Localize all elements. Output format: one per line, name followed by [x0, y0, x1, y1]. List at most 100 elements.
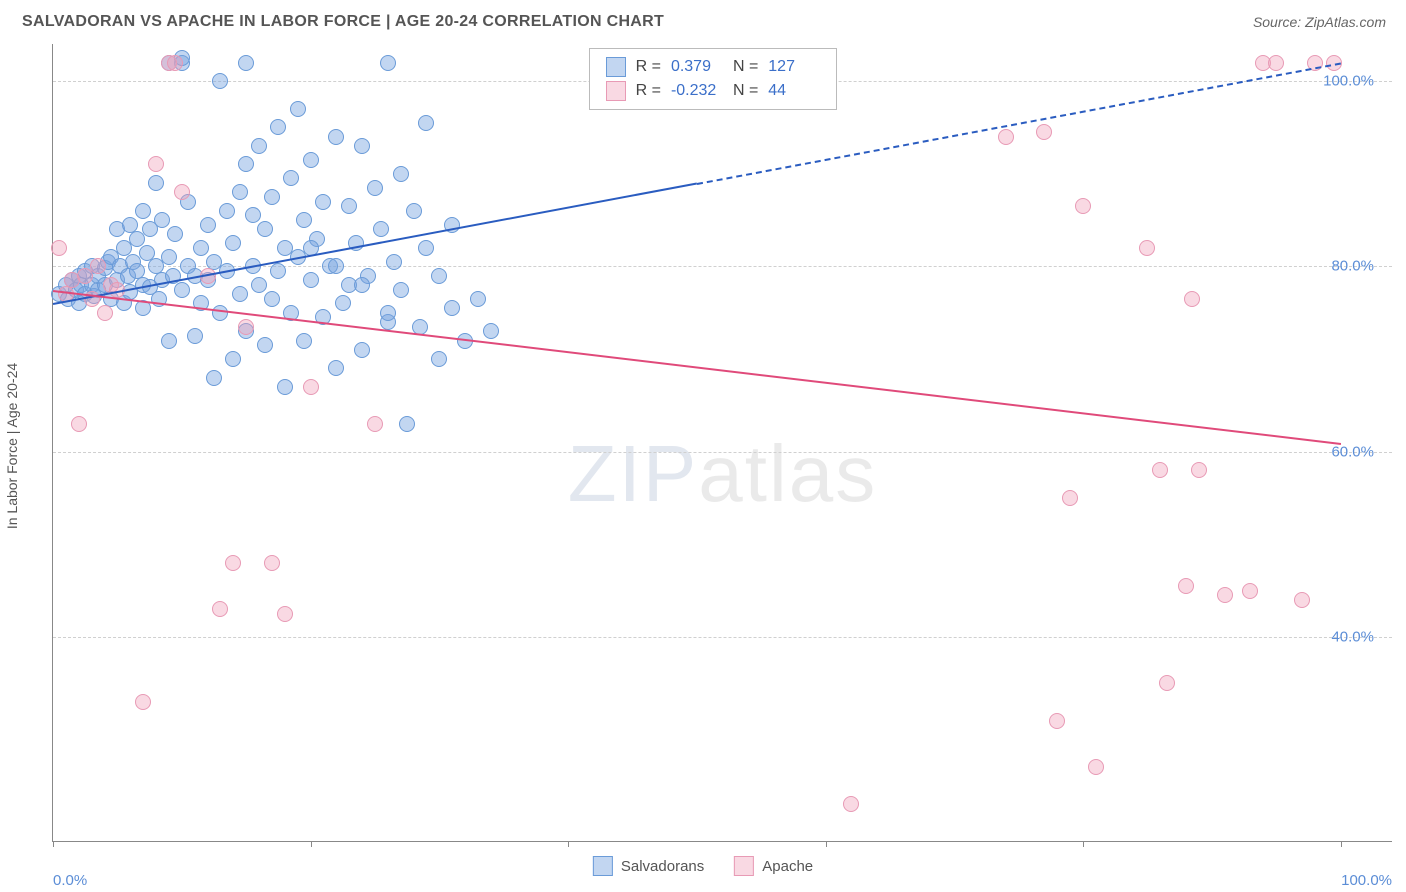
data-point	[296, 333, 312, 349]
data-point	[1036, 124, 1052, 140]
data-point	[1062, 490, 1078, 506]
data-point	[257, 221, 273, 237]
data-point	[354, 277, 370, 293]
x-tick	[568, 841, 569, 847]
n-label: N =	[733, 79, 758, 103]
x-tick	[826, 841, 827, 847]
source-attribution: Source: ZipAtlas.com	[1253, 14, 1386, 30]
y-tick-label: 40.0%	[1331, 629, 1374, 646]
data-point	[418, 115, 434, 131]
chart-header: SALVADORAN VS APACHE IN LABOR FORCE | AG…	[0, 0, 1406, 44]
data-point	[277, 606, 293, 622]
data-point	[1159, 675, 1175, 691]
data-point	[97, 305, 113, 321]
data-point	[393, 282, 409, 298]
x-tick	[1341, 841, 1342, 847]
data-point	[212, 73, 228, 89]
data-point	[174, 184, 190, 200]
data-point	[1217, 587, 1233, 603]
x-tick-label-right: 100.0%	[1341, 872, 1392, 889]
data-point	[200, 217, 216, 233]
data-point	[1178, 578, 1194, 594]
data-point	[270, 119, 286, 135]
data-point	[264, 189, 280, 205]
data-point	[1088, 759, 1104, 775]
legend-item-salvadorans: Salvadorans	[593, 856, 704, 876]
data-point	[135, 694, 151, 710]
data-point	[483, 323, 499, 339]
data-point	[161, 249, 177, 265]
data-point	[296, 212, 312, 228]
trend-line	[53, 290, 1341, 445]
data-point	[245, 207, 261, 223]
legend-swatch-icon	[734, 856, 754, 876]
data-point	[71, 416, 87, 432]
data-point	[161, 333, 177, 349]
legend-swatch-icon	[606, 57, 626, 77]
data-point	[219, 203, 235, 219]
data-point	[406, 203, 422, 219]
data-point	[270, 263, 286, 279]
data-point	[367, 180, 383, 196]
data-point	[470, 291, 486, 307]
legend-swatch-icon	[606, 81, 626, 101]
series-legend: Salvadorans Apache	[593, 856, 813, 876]
data-point	[225, 235, 241, 251]
stats-legend-row: R =-0.232N =44	[606, 79, 821, 103]
chart-title: SALVADORAN VS APACHE IN LABOR FORCE | AG…	[22, 13, 664, 31]
data-point	[238, 319, 254, 335]
y-tick-label: 100.0%	[1323, 73, 1374, 90]
data-point	[193, 240, 209, 256]
data-point	[418, 240, 434, 256]
data-point	[328, 258, 344, 274]
data-point	[283, 170, 299, 186]
data-point	[380, 55, 396, 71]
legend-item-apache: Apache	[734, 856, 813, 876]
data-point	[251, 277, 267, 293]
data-point	[1152, 462, 1168, 478]
data-point	[206, 370, 222, 386]
data-point	[232, 286, 248, 302]
data-point	[174, 282, 190, 298]
data-point	[380, 305, 396, 321]
data-point	[1184, 291, 1200, 307]
data-point	[1049, 713, 1065, 729]
data-point	[1294, 592, 1310, 608]
data-point	[1242, 583, 1258, 599]
x-tick	[311, 841, 312, 847]
data-point	[843, 796, 859, 812]
data-point	[264, 291, 280, 307]
y-axis-label: In Labor Force | Age 20-24	[4, 363, 20, 529]
x-tick-label-left: 0.0%	[53, 872, 87, 889]
gridline-horizontal	[53, 637, 1392, 638]
data-point	[431, 268, 447, 284]
data-point	[187, 328, 203, 344]
data-point	[290, 101, 306, 117]
r-value: -0.232	[671, 79, 723, 103]
data-point	[354, 342, 370, 358]
data-point	[354, 138, 370, 154]
stats-legend-row: R =0.379N =127	[606, 55, 821, 79]
data-point	[303, 152, 319, 168]
data-point	[1139, 240, 1155, 256]
data-point	[212, 601, 228, 617]
data-point	[232, 184, 248, 200]
data-point	[998, 129, 1014, 145]
data-point	[167, 226, 183, 242]
r-label: R =	[636, 79, 661, 103]
data-point	[264, 555, 280, 571]
data-point	[431, 351, 447, 367]
data-point	[238, 156, 254, 172]
data-point	[135, 203, 151, 219]
y-tick-label: 60.0%	[1331, 443, 1374, 460]
data-point	[51, 240, 67, 256]
n-label: N =	[733, 55, 758, 79]
data-point	[399, 416, 415, 432]
gridline-horizontal	[53, 452, 1392, 453]
data-point	[341, 198, 357, 214]
stats-legend: R =0.379N =127R =-0.232N =44	[589, 48, 838, 110]
data-point	[257, 337, 273, 353]
data-point	[367, 416, 383, 432]
data-point	[167, 55, 183, 71]
data-point	[90, 258, 106, 274]
